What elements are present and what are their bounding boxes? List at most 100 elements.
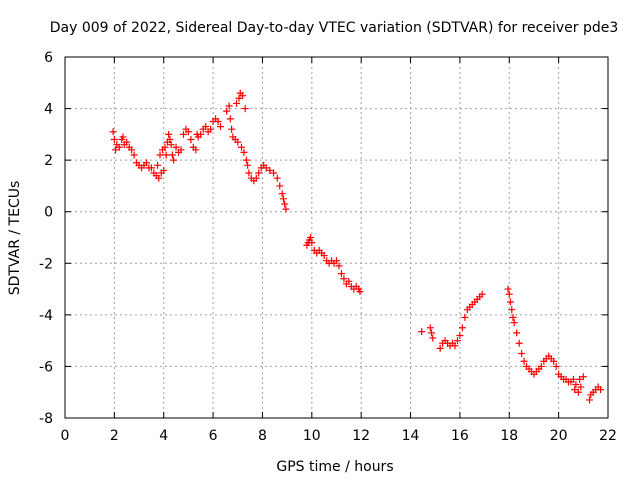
data-point: [426, 324, 434, 332]
chart-title: Day 009 of 2022, Sidereal Day-to-day VTE…: [50, 20, 619, 36]
data-point: [216, 123, 224, 131]
data-point: [569, 375, 577, 383]
axis-ticks: 0 2 4 6 8 10 12 14 16 18 20 22 -8 -6 -4 -2 0 2 4 6: [39, 50, 617, 444]
x-tick-label: 12: [352, 428, 370, 444]
data-point: [428, 329, 436, 337]
data-point: [571, 386, 579, 394]
data-point: [585, 396, 593, 404]
data-point: [281, 200, 289, 208]
y-tick-label: 4: [44, 102, 53, 118]
data-point: [167, 141, 175, 149]
data-point: [507, 298, 515, 306]
data-point: [128, 146, 136, 154]
data-point: [162, 151, 170, 159]
data-point: [223, 107, 231, 115]
x-axis-label: GPS time / hours: [276, 459, 393, 475]
data-point: [240, 148, 248, 156]
x-tick-label: 6: [209, 428, 218, 444]
data-point: [345, 277, 353, 285]
data-point: [279, 195, 287, 203]
data-point: [130, 151, 138, 159]
y-tick-label: -4: [39, 308, 53, 324]
data-point: [147, 164, 155, 172]
data-point: [356, 288, 364, 296]
data-point: [515, 339, 523, 347]
data-point: [505, 290, 513, 298]
data-point: [237, 143, 245, 151]
data-point: [161, 143, 169, 151]
data-point: [262, 164, 270, 172]
x-tick-label: 20: [550, 428, 568, 444]
data-point: [577, 383, 585, 391]
data-point: [335, 262, 343, 270]
data-point: [276, 182, 284, 190]
data-point: [197, 130, 205, 138]
data-point: [597, 386, 605, 394]
data-point: [456, 331, 464, 339]
data-point: [266, 166, 274, 174]
data-point: [166, 136, 174, 144]
data-point: [239, 92, 247, 100]
data-point: [252, 174, 260, 182]
data-point: [123, 138, 131, 146]
data-point: [184, 128, 192, 136]
data-point: [307, 234, 315, 241]
y-tick-label: 0: [44, 205, 53, 221]
data-point: [233, 99, 241, 107]
x-tick-label: 14: [402, 428, 420, 444]
data-point: [510, 319, 518, 327]
x-tick-label: 2: [110, 428, 119, 444]
data-point: [574, 388, 582, 396]
data-point: [228, 125, 236, 133]
data-point: [255, 169, 263, 177]
data-point: [179, 130, 187, 138]
data-point: [165, 130, 173, 138]
data-point: [160, 166, 168, 174]
data-point: [436, 344, 444, 352]
data-point: [451, 342, 459, 350]
data-point: [202, 123, 210, 131]
data-point: [282, 205, 290, 213]
data-point: [576, 375, 584, 383]
data-point: [214, 117, 222, 125]
data-point: [242, 156, 250, 164]
data-point: [170, 156, 178, 164]
data-point: [245, 169, 253, 177]
data-point: [418, 328, 426, 336]
data-point: [537, 362, 545, 370]
data-point: [552, 362, 560, 370]
y-tick-label: 2: [44, 153, 53, 169]
data-point: [520, 357, 528, 365]
data-point: [518, 350, 526, 358]
data-point: [478, 290, 486, 298]
data-point: [235, 94, 243, 102]
x-tick-label: 10: [303, 428, 321, 444]
x-tick-label: 22: [599, 428, 617, 444]
data-point: [155, 174, 163, 182]
data-point: [308, 239, 316, 247]
data-point: [154, 161, 162, 169]
data-point: [172, 143, 180, 151]
data-point: [273, 174, 281, 182]
x-tick-label: 16: [451, 428, 469, 444]
y-tick-label: 6: [44, 50, 53, 66]
data-point: [320, 252, 328, 260]
data-point: [241, 105, 249, 113]
data-point: [508, 306, 516, 314]
data-point: [244, 161, 252, 169]
data-point: [461, 313, 469, 321]
grid: [65, 57, 608, 418]
y-tick-label: -6: [39, 359, 53, 375]
data-points: [109, 89, 605, 404]
data-point: [177, 146, 185, 154]
data-point: [115, 143, 123, 151]
y-tick-label: -8: [39, 411, 53, 427]
data-point: [429, 334, 437, 342]
data-point: [225, 102, 233, 110]
y-tick-label: -2: [39, 256, 53, 272]
x-tick-label: 18: [500, 428, 518, 444]
data-point: [109, 128, 117, 136]
data-point: [192, 146, 200, 154]
y-axis-label: SDTVAR / TECUs: [7, 181, 23, 296]
